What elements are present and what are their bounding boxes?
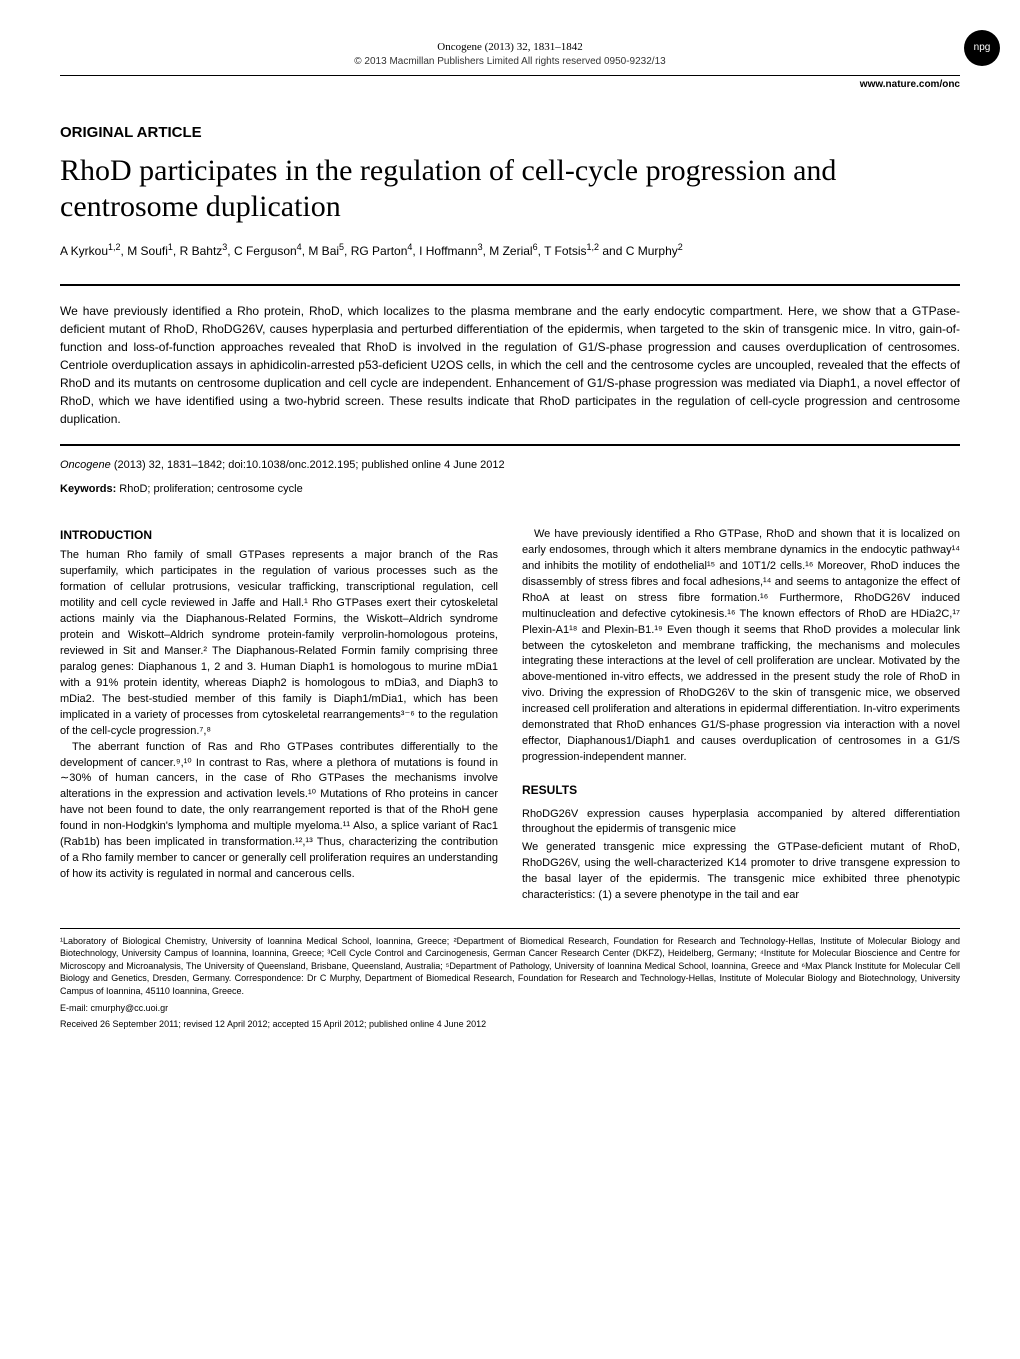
abstract-container: We have previously identified a Rho prot… (60, 284, 960, 446)
article-type: ORIGINAL ARTICLE (60, 122, 960, 143)
copyright-line: © 2013 Macmillan Publishers Limited All … (60, 55, 960, 69)
header-divider (60, 75, 960, 76)
column-left: INTRODUCTION The human Rho family of sma… (60, 527, 498, 904)
journal-reference: Oncogene (2013) 32, 1831–1842 (60, 40, 960, 55)
body-columns: INTRODUCTION The human Rho family of sma… (60, 527, 960, 904)
author-list: A Kyrkou1,2, M Soufi1, R Bahtz3, C Fergu… (60, 241, 960, 260)
journal-header: Oncogene (2013) 32, 1831–1842 © 2013 Mac… (60, 40, 960, 69)
keywords-text: RhoD; proliferation; centrosome cycle (116, 483, 302, 495)
keywords-line: Keywords: RhoD; proliferation; centrosom… (60, 482, 960, 497)
introduction-heading: INTRODUCTION (60, 527, 498, 544)
results-heading: RESULTS (522, 782, 960, 799)
keywords-label: Keywords: (60, 483, 116, 495)
citation-details: (2013) 32, 1831–1842; doi:10.1038/onc.20… (114, 459, 505, 471)
intro-paragraph-2: The aberrant function of Ras and Rho GTP… (60, 740, 498, 883)
article-title: RhoD participates in the regulation of c… (60, 153, 960, 225)
publisher-badge: npg (964, 30, 1000, 66)
citation-line: Oncogene (2013) 32, 1831–1842; doi:10.10… (60, 458, 960, 473)
abstract-text: We have previously identified a Rho prot… (60, 302, 960, 428)
citation-journal: Oncogene (60, 459, 111, 471)
received-dates: Received 26 September 2011; revised 12 A… (60, 1018, 960, 1031)
column-right: We have previously identified a Rho GTPa… (522, 527, 960, 904)
results-subheading: RhoDG26V expression causes hyperplasia a… (522, 807, 960, 836)
intro-paragraph-1: The human Rho family of small GTPases re… (60, 548, 498, 739)
col2-paragraph-1: We have previously identified a Rho GTPa… (522, 527, 960, 766)
correspondence-email: E-mail: cmurphy@cc.uoi.gr (60, 1002, 960, 1015)
results-paragraph-1: We generated transgenic mice expressing … (522, 840, 960, 904)
affiliations: ¹Laboratory of Biological Chemistry, Uni… (60, 928, 960, 998)
website-url: www.nature.com/onc (60, 78, 960, 92)
